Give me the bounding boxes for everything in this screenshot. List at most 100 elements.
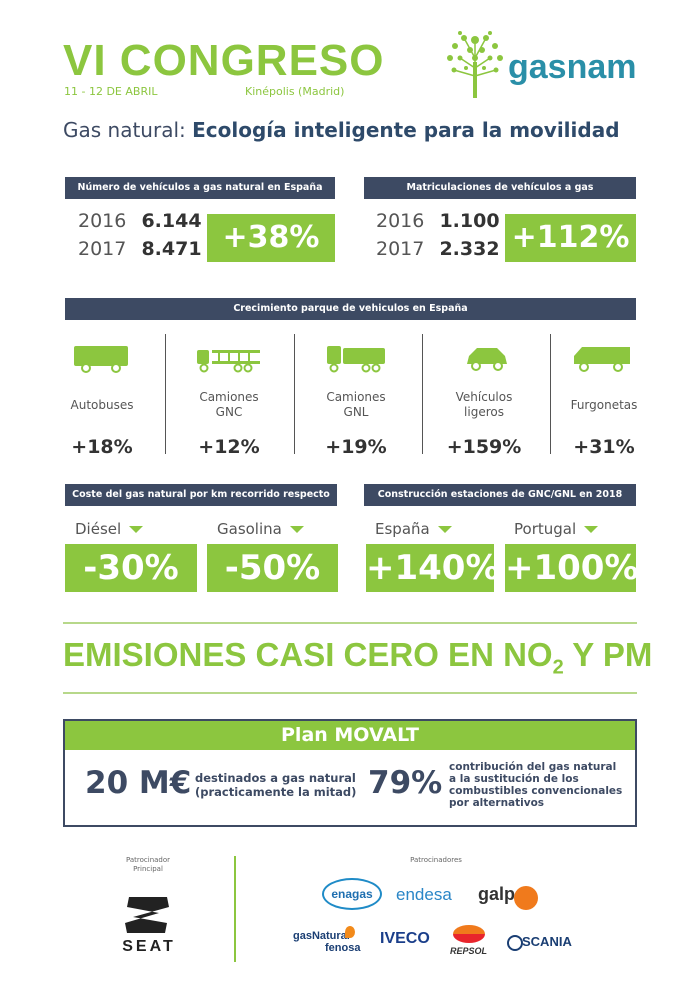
gasnatural-flame-icon xyxy=(345,926,355,938)
vehicles-spain-growth: +38% xyxy=(207,214,335,262)
bus-icon xyxy=(74,346,128,373)
seat-wordmark: SEAT xyxy=(122,938,176,955)
label-text: Portugal xyxy=(514,520,577,538)
fleet-label-2: GNC xyxy=(215,405,243,419)
label-text: España xyxy=(375,520,430,538)
cost-label-diesel: Diésel xyxy=(75,519,144,538)
fleet-label: Autobuses xyxy=(70,397,134,412)
fleet-item-light-vehicles: Vehículos ligeros +159% xyxy=(420,388,548,458)
enagas-wordmark: enagas xyxy=(331,887,373,901)
subtitle: Gas natural: Ecología inteligente para l… xyxy=(63,118,620,142)
fleet-item-vans: Furgonetas +31% xyxy=(540,388,668,459)
gasnam-wordmark: gasnam xyxy=(508,48,637,86)
cost-gasoline-value: -50% xyxy=(207,544,338,592)
fleet-growth-heading: Crecimiento parque de vehiculos en Españ… xyxy=(65,298,636,320)
pct-desc-line: a la sustitución de los xyxy=(449,773,579,785)
truck-gnc-icon xyxy=(197,350,260,373)
main-sponsor-label: Patrocinador Principal xyxy=(108,856,188,874)
gasnatural-wordmark: gasNatural xyxy=(293,930,350,942)
subtitle-prefix: Gas natural: xyxy=(63,118,186,142)
galp-logo: galp xyxy=(478,884,516,904)
year-value: 8.471 xyxy=(141,238,202,260)
movalt-box: Plan MOVALT 20 M€ destinados a gas natur… xyxy=(63,719,637,827)
repsol-emblem-icon xyxy=(453,925,485,943)
year-value: 2.332 xyxy=(439,238,500,260)
congress-title: VI CONGRESO xyxy=(63,36,385,85)
fleet-item-buses: Autobuses +18% xyxy=(38,388,166,459)
down-arrow-icon xyxy=(437,526,452,533)
movalt-amount: 20 M€ xyxy=(85,765,192,801)
scania-emblem-icon xyxy=(507,935,523,951)
cost-label-gasoline: Gasolina xyxy=(217,519,304,538)
column-divider xyxy=(422,334,423,454)
vehicles-spain-heading: Número de vehículos a gas natural en Esp… xyxy=(65,177,335,199)
fleet-label: Vehículos xyxy=(455,390,513,404)
registrations-2016: 2016 1.100 xyxy=(376,210,500,232)
fleet-pct: +12% xyxy=(198,436,260,458)
registrations-growth: +112% xyxy=(505,214,636,262)
gasnatural-fenosa-logo: gasNatural fenosa xyxy=(293,930,360,954)
year-label: 2017 xyxy=(78,238,127,260)
down-arrow-icon xyxy=(129,526,144,533)
congress-dates: 11 - 12 DE ABRIL xyxy=(64,85,158,98)
movalt-title: Plan MOVALT xyxy=(65,721,635,750)
galp-emblem-icon xyxy=(514,886,538,910)
pct-desc-line: por alternativos xyxy=(449,797,545,809)
cost-heading: Coste del gas natural por km recorrido r… xyxy=(65,484,337,522)
congress-venue: Kinépolis (Madrid) xyxy=(245,85,345,98)
year-value: 6.144 xyxy=(141,210,202,232)
cost-diesel-value: -30% xyxy=(65,544,197,592)
repsol-logo: REPSOL xyxy=(450,946,488,956)
seat-logo-icon xyxy=(125,897,169,933)
sponsors-divider xyxy=(234,856,236,962)
down-arrow-icon xyxy=(584,526,599,533)
subtitle-bold: Ecología inteligente para la movilidad xyxy=(192,118,620,142)
fleet-pct: +159% xyxy=(446,436,522,458)
emissions-text-a: EMISIONES CASI CERO EN NO xyxy=(63,636,553,673)
column-divider xyxy=(165,334,166,454)
emissions-subscript: 2 xyxy=(552,656,564,679)
stations-label-spain: España xyxy=(375,519,452,538)
fleet-label: Camiones xyxy=(326,390,386,404)
fleet-label: Furgonetas xyxy=(570,397,638,412)
registrations-heading: Matriculaciones de vehículos a gas xyxy=(364,177,636,199)
sponsors-label: Patrocinadores xyxy=(410,856,462,864)
down-arrow-icon xyxy=(289,526,304,533)
scania-logo: SCANIA xyxy=(522,934,572,949)
movalt-pct-desc: contribución del gas natural a la sustit… xyxy=(449,761,622,809)
divider-top xyxy=(63,622,637,624)
year-label: 2017 xyxy=(376,238,425,260)
year-label: 2016 xyxy=(78,210,127,232)
stations-portugal-value: +100% xyxy=(505,544,639,592)
label-text: Gasolina xyxy=(217,520,282,538)
gasnam-tree-icon xyxy=(447,31,503,98)
movalt-pct: 79% xyxy=(368,765,443,801)
enagas-logo: enagas xyxy=(322,878,382,910)
fleet-label: Camiones xyxy=(199,390,259,404)
iveco-logo: IVECO xyxy=(380,930,430,947)
vehicles-spain-2017: 2017 8.471 xyxy=(78,238,202,260)
emissions-text-b: Y PM xyxy=(563,636,653,673)
stations-spain-value: +140% xyxy=(366,544,500,592)
fleet-pct: +18% xyxy=(71,436,133,458)
amount-desc-line: destinados a gas natural xyxy=(195,771,356,785)
amount-desc-line: (practicamente la mitad) xyxy=(195,785,357,799)
fleet-pct: +19% xyxy=(325,436,387,458)
column-divider xyxy=(550,334,551,454)
gasnam-logo: gasnam xyxy=(440,28,640,103)
pct-desc-line: contribución del gas natural xyxy=(449,761,617,773)
emissions-headline: EMISIONES CASI CERO EN NO2 Y PM xyxy=(63,636,652,680)
fleet-item-trucks-gnc: Camiones GNC +12% xyxy=(165,388,293,458)
label-text: Diésel xyxy=(75,520,122,538)
year-label: 2016 xyxy=(376,210,425,232)
registrations-2017: 2017 2.332 xyxy=(376,238,500,260)
fleet-label-2: ligeros xyxy=(464,405,504,419)
column-divider xyxy=(294,334,295,454)
main-sponsor-label-line: Patrocinador xyxy=(125,856,171,864)
year-value: 1.100 xyxy=(439,210,500,232)
main-sponsor-label-line: Principal xyxy=(133,865,163,873)
movalt-amount-desc: destinados a gas natural (practicamente … xyxy=(195,771,356,799)
pct-desc-line: combustibles convencionales xyxy=(449,785,623,797)
car-icon xyxy=(467,348,507,371)
fleet-pct: +31% xyxy=(573,436,635,458)
